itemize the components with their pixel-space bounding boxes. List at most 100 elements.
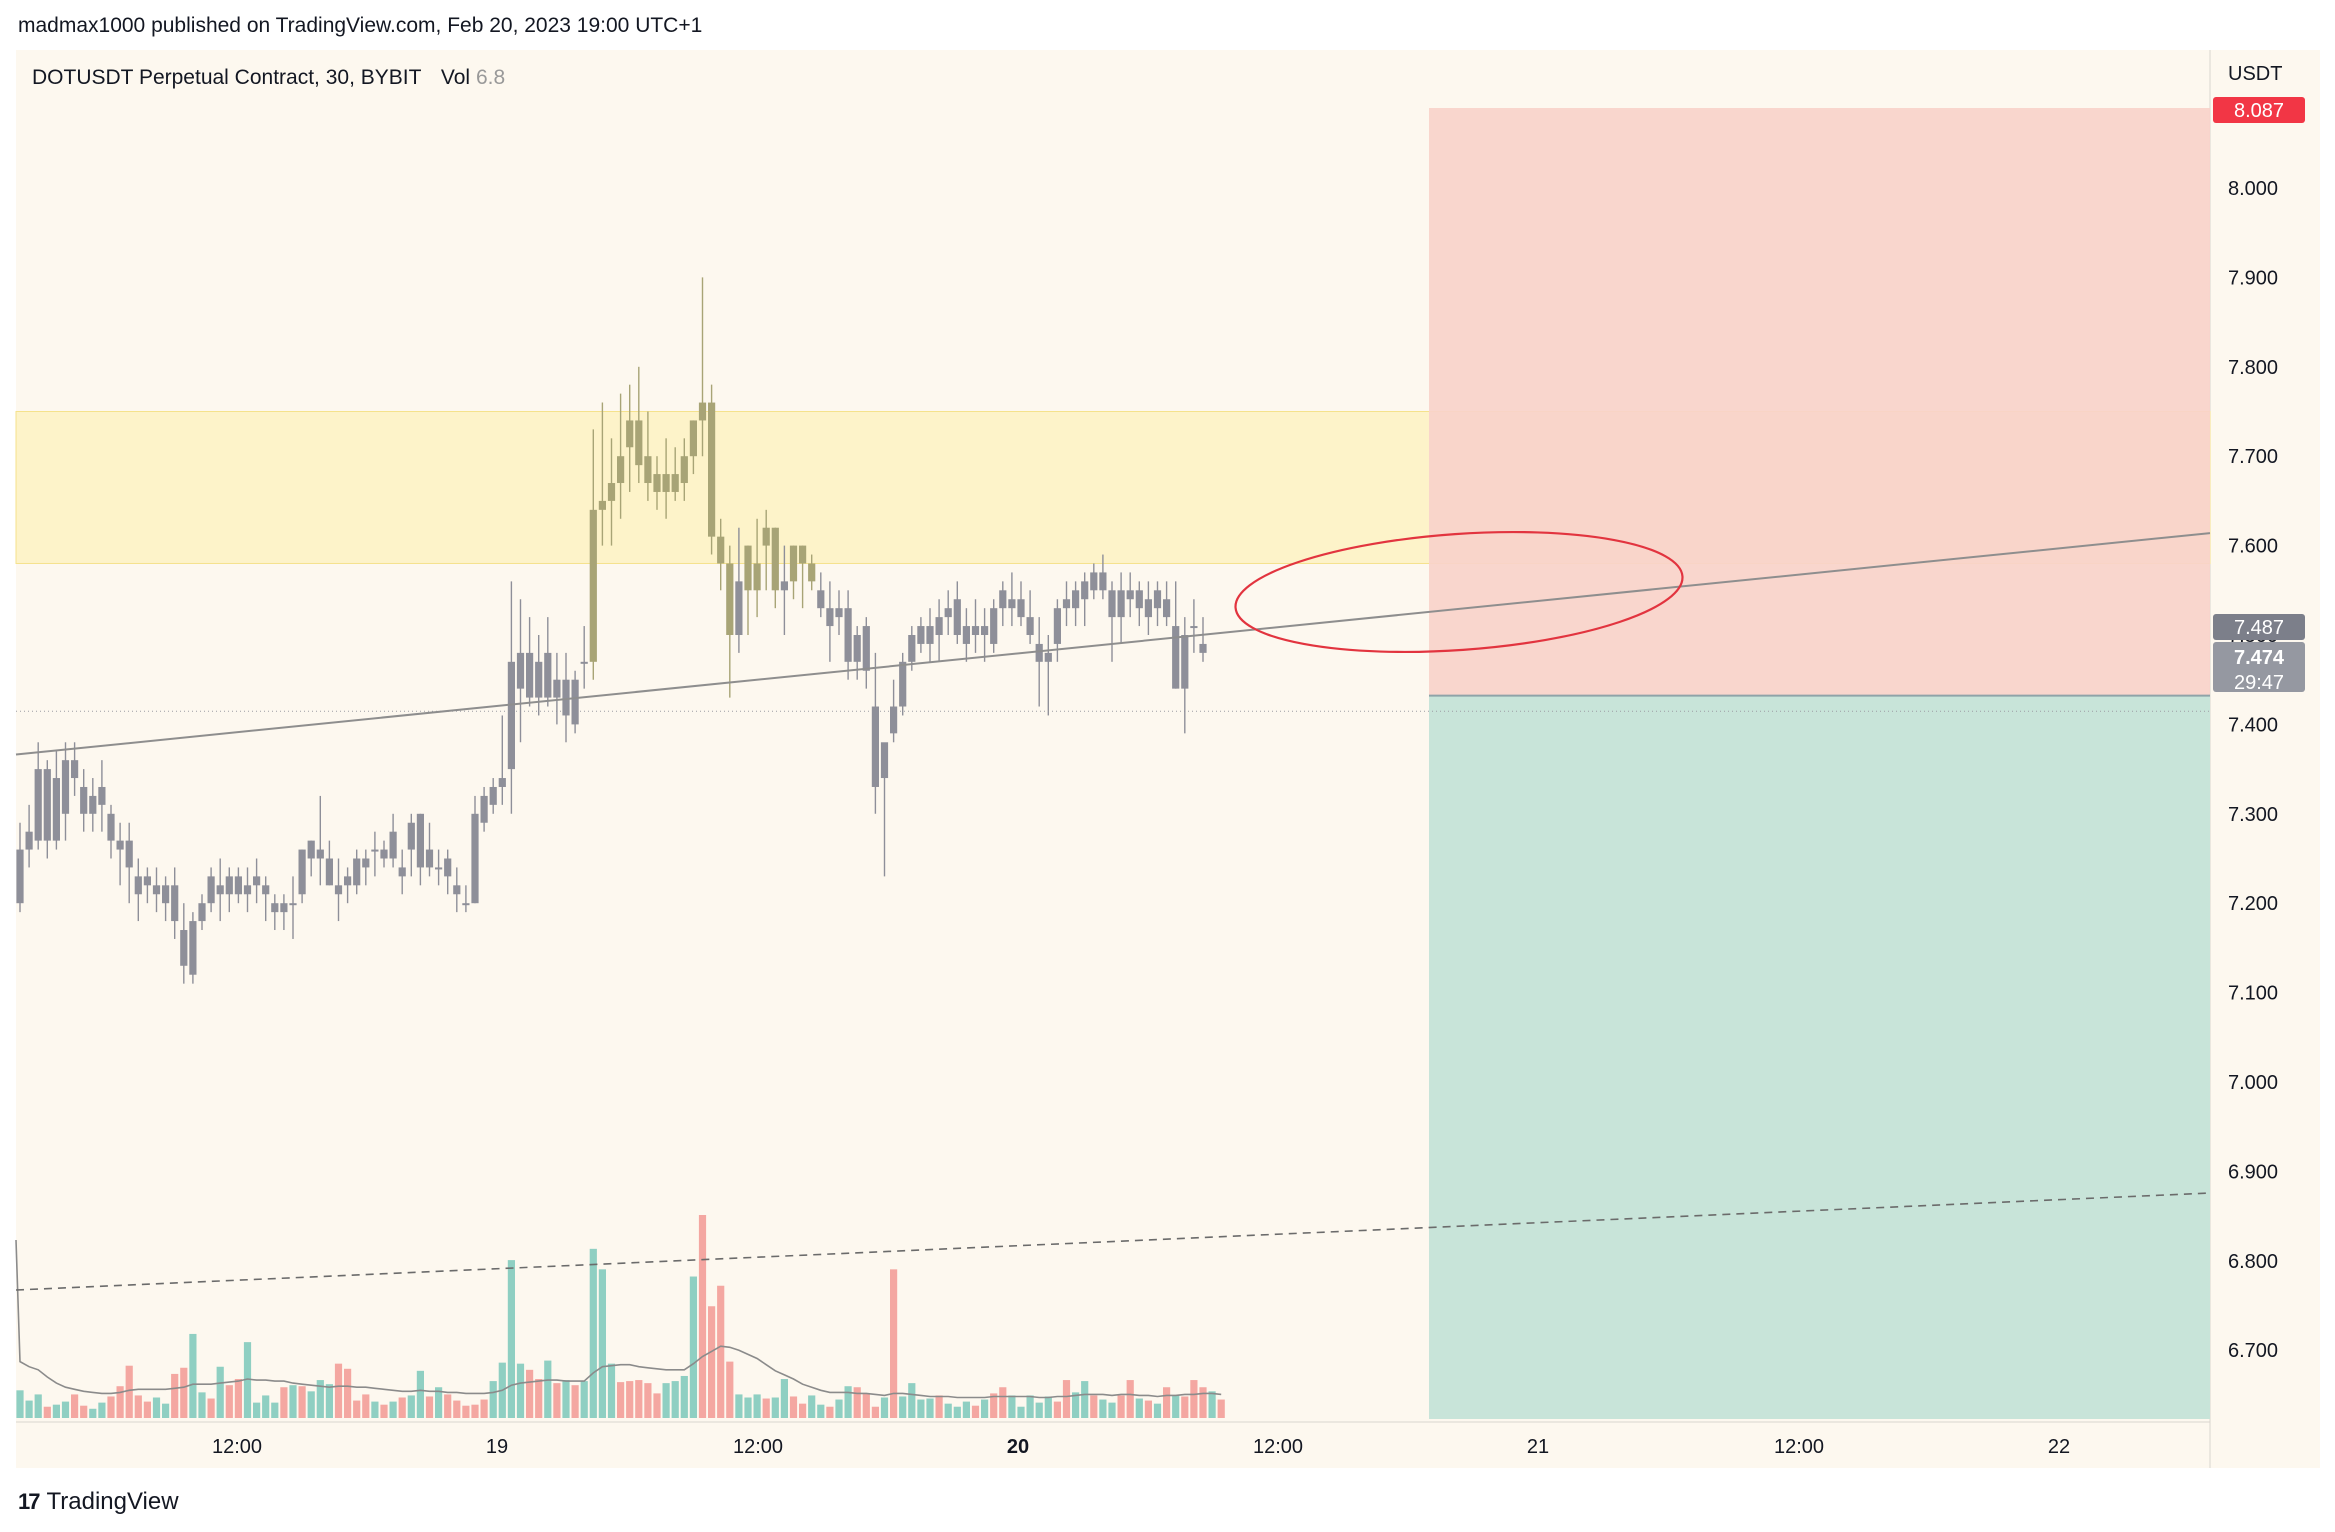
candle: [607, 438, 616, 546]
volume-bar: [1008, 1395, 1016, 1418]
stop-loss-zone[interactable]: [1429, 108, 2210, 696]
candle-body: [1190, 626, 1198, 629]
candle-body: [589, 509, 597, 662]
candle-body: [708, 402, 716, 537]
volume-bar: [162, 1403, 170, 1418]
candle-body: [1062, 599, 1071, 609]
candle-body: [1035, 643, 1043, 662]
volume-bar: [635, 1380, 643, 1418]
candle: [25, 804, 33, 868]
candle: [944, 590, 952, 635]
volume-trendline[interactable]: [15, 1192, 2211, 1291]
candle: [453, 867, 461, 913]
volume-bar: [835, 1399, 843, 1418]
time-tick-label: 21: [1527, 1436, 1549, 1458]
last-price-badge: [2213, 642, 2305, 692]
volume-bar: [1108, 1402, 1116, 1418]
candle-body: [671, 474, 679, 492]
candle-body: [398, 867, 406, 877]
volume-bar: [1026, 1395, 1034, 1418]
volume-bar: [553, 1383, 561, 1418]
volume-bar: [890, 1269, 898, 1418]
candle: [98, 760, 106, 832]
candle-body: [225, 876, 233, 895]
price-axis[interactable]: 8.0007.9007.8007.7007.6007.5007.4007.300…: [2228, 178, 2278, 1362]
candle: [990, 599, 998, 653]
volume-bar: [762, 1398, 770, 1418]
candle: [71, 742, 79, 796]
candle: [1163, 581, 1171, 627]
candle: [553, 652, 561, 725]
candle: [116, 822, 124, 886]
volume-bar: [152, 1397, 161, 1418]
candle-body: [425, 849, 434, 868]
candle: [698, 277, 707, 457]
take-profit-zone[interactable]: [1429, 695, 2210, 1419]
volume-bar: [698, 1215, 707, 1418]
candle: [653, 456, 661, 510]
candle-body: [880, 742, 889, 779]
highlight-ellipse[interactable]: [1231, 519, 1686, 666]
volume-bar: [353, 1400, 361, 1418]
candle: [152, 867, 161, 913]
candle-body: [171, 885, 179, 922]
candle-body: [116, 840, 124, 850]
volume-bar: [234, 1379, 242, 1418]
candle: [243, 867, 252, 913]
candle-body: [1172, 626, 1180, 689]
candle-body: [607, 483, 616, 501]
time-tick-label: 12:00: [733, 1436, 783, 1458]
candle: [180, 903, 188, 984]
price-tick-label: 7.800: [2228, 357, 2278, 379]
volume-bar: [107, 1396, 115, 1418]
candle: [1081, 572, 1089, 627]
candle: [1062, 581, 1071, 627]
candle: [43, 760, 51, 859]
volume-bar: [908, 1383, 916, 1418]
candle-body: [253, 876, 261, 886]
candle: [198, 894, 206, 931]
candle-body: [1199, 643, 1207, 653]
bar-countdown-label: 29:47: [2234, 672, 2284, 694]
candle-body: [189, 921, 197, 975]
candle: [1053, 599, 1061, 662]
time-axis-background: [16, 1422, 2320, 1468]
candle-body: [535, 661, 543, 698]
volume-bar: [216, 1366, 224, 1418]
candle: [362, 849, 370, 886]
price-tick-label: 7.400: [2228, 714, 2278, 736]
candle-body: [1008, 599, 1016, 609]
volume-bar: [425, 1396, 434, 1418]
volume-bar: [662, 1383, 670, 1418]
candle: [853, 626, 861, 680]
volume-bar: [435, 1387, 443, 1418]
volume-bar: [826, 1406, 834, 1418]
candle-body: [735, 581, 743, 635]
candle-body: [817, 590, 825, 609]
candle-body: [1026, 617, 1034, 635]
volume-bar: [671, 1381, 679, 1418]
candle: [207, 867, 215, 913]
candle-body: [580, 661, 588, 664]
candle-body: [662, 474, 670, 492]
candle-body: [353, 858, 361, 886]
trendline[interactable]: [15, 532, 2211, 756]
candle: [935, 599, 943, 662]
volume-bar: [225, 1385, 233, 1418]
time-axis[interactable]: 12:00 19 12:00 20 12:00 21 12:00 22: [212, 1436, 2070, 1458]
volume-bar: [935, 1395, 943, 1418]
candle-body: [162, 885, 170, 904]
tradingview-logo-icon: 17: [18, 1489, 41, 1514]
symbol-label: DOTUSDT Perpetual Contract, 30, BYBIT: [32, 66, 422, 89]
candle-body: [1153, 590, 1162, 609]
candle: [380, 840, 388, 868]
candle-body: [926, 626, 934, 644]
candle: [1017, 581, 1025, 627]
volume-bar: [1208, 1391, 1216, 1418]
volume-bar: [43, 1406, 51, 1418]
candle-body: [744, 545, 752, 591]
volume-bar: [999, 1387, 1007, 1418]
footer-brand: TradingView: [46, 1488, 179, 1515]
candle-body: [1072, 590, 1080, 609]
